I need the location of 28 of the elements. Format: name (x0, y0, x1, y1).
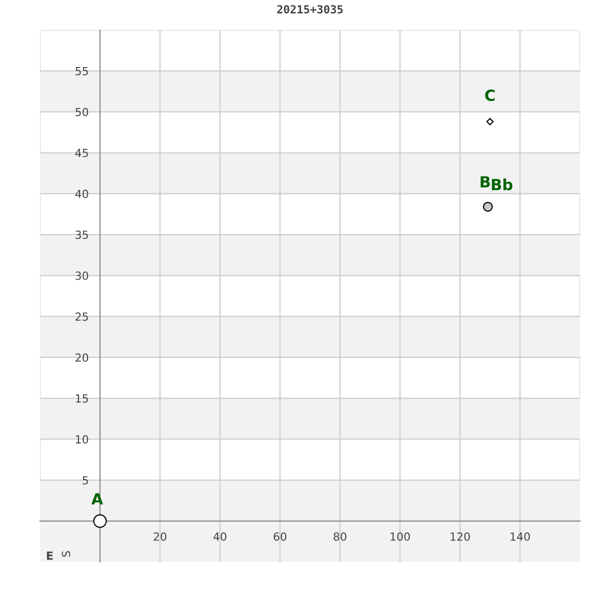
x-tick-label: 120 (450, 532, 470, 541)
x-tick-label: 80 (334, 532, 346, 541)
x-axis-title: E (46, 552, 53, 560)
y-tick-label: 40 (75, 190, 88, 198)
y-tick-label: 20 (76, 353, 88, 362)
point (482, 202, 493, 212)
x-tick-label: 60 (274, 532, 286, 541)
x-tick-label: 40 (213, 532, 226, 541)
y-tick-label: 30 (76, 272, 88, 280)
point (486, 118, 494, 126)
y-tick-label: 15 (76, 394, 88, 403)
y-tick-label: 50 (76, 108, 88, 116)
y-tick-label: 5 (82, 476, 88, 485)
y-tick-label: 55 (76, 67, 88, 76)
annotation: Bb (492, 178, 512, 190)
y-tick-label: 10 (76, 435, 88, 444)
y-tick-label: 35 (76, 230, 88, 239)
x-tick-label: 20 (154, 532, 166, 541)
point (93, 514, 107, 528)
x-tick-label: 100 (390, 532, 410, 541)
annotation: C (485, 89, 495, 102)
chart-title: 20215+3035 (277, 5, 343, 14)
y-tick-label: 25 (76, 312, 88, 321)
annotation: B (480, 176, 490, 188)
annotation: A (91, 493, 104, 504)
y-tick-label: 45 (75, 148, 88, 158)
x-tick-label: 140 (510, 532, 530, 541)
y-axis-title: S (62, 551, 70, 557)
